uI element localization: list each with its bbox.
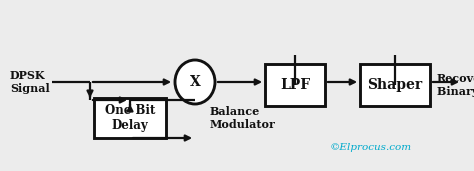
Text: Recovered
Binary Data: Recovered Binary Data (437, 73, 474, 97)
Text: Balance
Modulator: Balance Modulator (210, 106, 276, 130)
Text: One Bit
Delay: One Bit Delay (105, 104, 155, 132)
Bar (94, 98, 166, 138)
Text: LPF: LPF (280, 78, 310, 92)
Text: DPSK
Signal: DPSK Signal (10, 70, 50, 94)
Text: ©Elprocus.com: ©Elprocus.com (330, 143, 412, 153)
Text: X: X (190, 75, 201, 89)
Ellipse shape (175, 60, 215, 104)
Bar (265, 64, 325, 106)
Bar (360, 64, 430, 106)
Text: Shaper: Shaper (367, 78, 422, 92)
